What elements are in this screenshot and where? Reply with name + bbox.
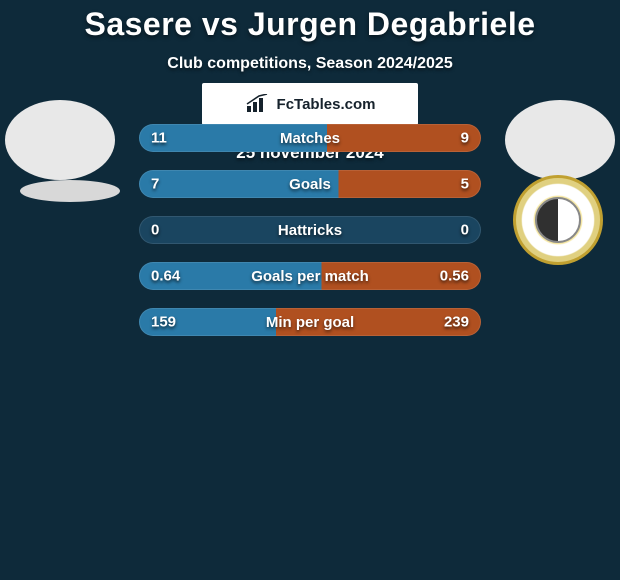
stat-value-right: 0.56: [440, 268, 469, 285]
stat-value-left: 159: [151, 314, 176, 331]
stat-value-left: 0: [151, 222, 159, 239]
stat-row: 11 Matches 9: [139, 124, 481, 152]
attribution-badge[interactable]: FcTables.com: [202, 83, 418, 125]
stat-row: 7 Goals 5: [139, 170, 481, 198]
stat-label: Goals: [289, 176, 331, 193]
stat-row: 0 Hattricks 0: [139, 216, 481, 244]
stat-value-left: 0.64: [151, 268, 180, 285]
club-badge-left: [20, 180, 120, 202]
comparison-title: Sasere vs Jurgen Degabriele: [0, 0, 620, 43]
stat-value-left: 11: [151, 130, 167, 147]
stat-label: Hattricks: [278, 222, 342, 239]
stat-label: Min per goal: [266, 314, 354, 331]
stat-label: Goals per match: [251, 268, 369, 285]
stat-value-right: 9: [461, 130, 469, 147]
stat-value-right: 5: [461, 176, 469, 193]
stats-table: 11 Matches 9 7 Goals 5 0 Hattricks 0 0.64 Goals pe…: [139, 124, 481, 354]
club-badge-right: [513, 175, 603, 265]
player-avatar-left: [5, 100, 115, 180]
chart-icon: [245, 94, 271, 114]
comparison-subtitle: Club competitions, Season 2024/2025: [0, 55, 620, 73]
stat-row: 159 Min per goal 239: [139, 308, 481, 336]
stat-label: Matches: [280, 130, 340, 147]
stat-value-left: 7: [151, 176, 159, 193]
stat-value-right: 0: [461, 222, 469, 239]
attribution-text: FcTables.com: [277, 96, 376, 113]
stat-value-right: 239: [444, 314, 469, 331]
stat-row: 0.64 Goals per match 0.56: [139, 262, 481, 290]
club-badge-right-inner: [535, 197, 581, 243]
player-avatar-right: [505, 100, 615, 180]
